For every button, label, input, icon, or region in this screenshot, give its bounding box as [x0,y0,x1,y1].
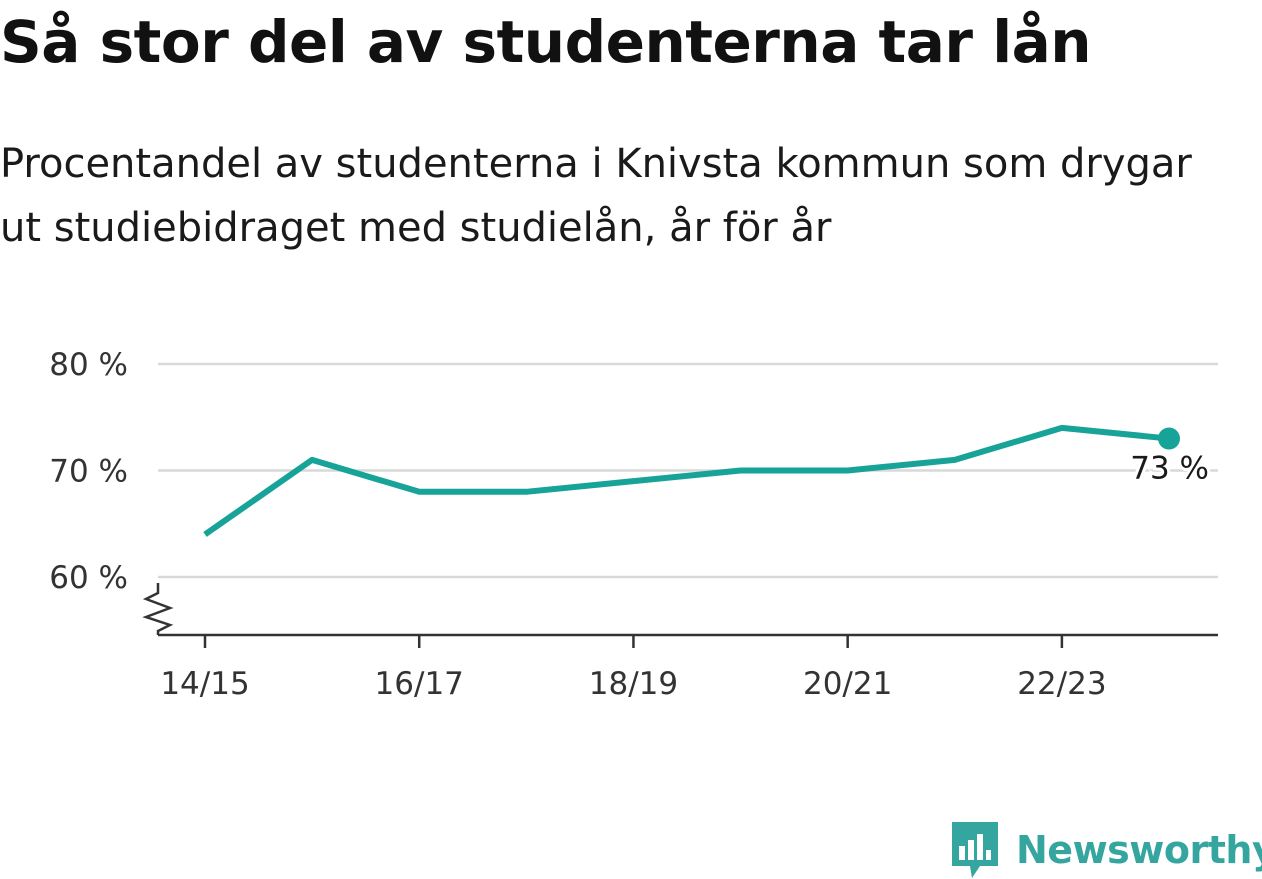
end-value-label: 73 % [1130,451,1209,487]
data-point [953,458,957,462]
gridlines [158,362,1218,579]
labels: 60 % 70 % 80 % 14/15 16/17 18/19 20/21 22/23 73 … [49,347,1212,702]
data-point [631,479,635,483]
x-tick-label: 14/15 [160,666,249,702]
data-point [846,469,850,473]
y-tick-label: 80 % [49,347,128,383]
series [203,424,1180,537]
y-tick-label: 60 % [49,560,128,596]
brand-name: Newsworthy [1016,828,1262,872]
axis-break-icon [142,583,174,635]
x-tick-label: 20/21 [803,666,892,702]
data-point [739,469,743,473]
x-tick-label: 22/23 [1017,666,1106,702]
x-tick-label: 16/17 [375,666,464,702]
newsworthy-logo-icon [952,822,998,878]
chart-subtitle: Procentandel av studenterna i Knivsta ko… [0,141,1192,251]
data-point [524,490,528,494]
brand-logo: Newsworthy [950,818,1262,879]
data-point [417,490,421,494]
y-tick-label: 70 % [49,454,128,490]
series-line [203,424,1170,537]
end-point-marker [1158,427,1180,450]
data-point [1060,426,1064,430]
data-point [310,458,314,462]
x-tick-label: 18/19 [589,666,678,702]
chart-title: Så stor del av studenterna tar lån [0,8,1092,76]
data-point [203,532,207,536]
axes [142,583,1218,648]
